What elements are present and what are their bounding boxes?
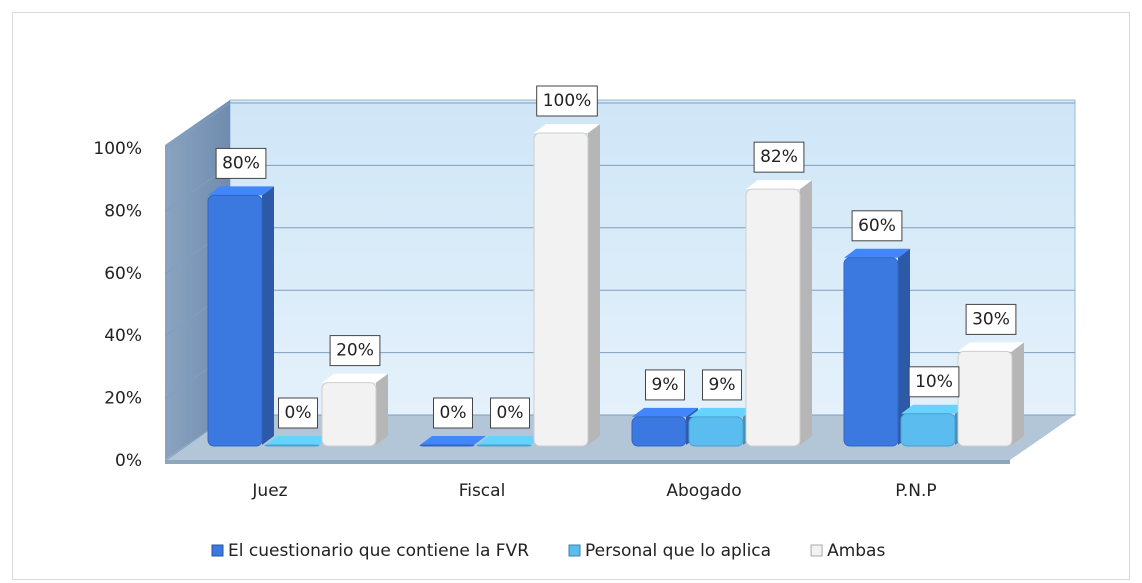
data-label: 20% — [336, 341, 374, 361]
bar-top — [901, 404, 967, 414]
data-label-box — [702, 369, 742, 401]
bar-side — [588, 124, 600, 445]
data-label: 0% — [440, 403, 467, 423]
data-label-box — [329, 335, 381, 367]
data-label-box — [433, 397, 473, 429]
x-tick-label: Juez — [251, 481, 287, 501]
y-tick-label: 60% — [104, 264, 142, 284]
data-label-box — [908, 366, 960, 398]
bar — [264, 444, 320, 447]
bar — [207, 194, 263, 447]
data-label: 10% — [915, 372, 953, 392]
data-label-box — [215, 147, 267, 179]
data-label: 9% — [709, 375, 736, 395]
x-tick-label: Abogado — [666, 481, 741, 501]
bar-side — [800, 180, 812, 445]
legend-marker — [211, 544, 224, 557]
bar — [419, 444, 475, 447]
bar — [957, 350, 1013, 447]
bar — [688, 416, 744, 447]
data-label: 30% — [972, 309, 1010, 329]
data-label: 60% — [858, 216, 896, 236]
floor-edge — [165, 460, 1010, 464]
bar-side — [262, 186, 274, 445]
x-tick-label: P.N.P — [895, 481, 936, 501]
bar — [476, 444, 532, 447]
y-tick-label: 80% — [104, 201, 142, 221]
legend-label: Personal que lo aplica — [585, 541, 771, 561]
legend-marker — [568, 544, 581, 557]
bar-top — [477, 436, 543, 445]
bar-top — [746, 180, 812, 190]
bar-side — [376, 373, 388, 445]
data-label-box — [536, 85, 598, 117]
y-tick-label: 20% — [104, 389, 142, 409]
data-label: 0% — [497, 403, 524, 423]
bar-top — [322, 373, 388, 383]
grid-line — [164, 102, 231, 150]
bar-top — [844, 248, 910, 258]
bar — [745, 188, 801, 447]
data-label: 82% — [760, 147, 798, 167]
y-tick-label: 40% — [104, 326, 142, 346]
bar — [631, 416, 687, 447]
bar-top — [534, 124, 600, 133]
bar — [321, 382, 377, 447]
data-label-box — [965, 303, 1017, 335]
data-label-box — [851, 210, 903, 242]
legend-marker — [810, 544, 823, 557]
y-tick-label: 100% — [93, 139, 142, 159]
y-tick-label: 0% — [115, 451, 142, 471]
data-label-box — [753, 141, 805, 173]
bar-side — [1012, 342, 1024, 445]
x-tick-label: Fiscal — [459, 481, 506, 501]
data-label: 9% — [652, 375, 679, 395]
data-label: 100% — [543, 91, 592, 111]
bar — [900, 413, 956, 447]
bar — [533, 132, 589, 447]
bar-top — [208, 186, 274, 196]
data-label: 80% — [222, 153, 260, 173]
bar-top — [632, 407, 698, 417]
data-label: 0% — [285, 403, 312, 423]
data-label-box — [645, 369, 685, 401]
legend-label: Ambas — [827, 541, 885, 561]
bar-side — [898, 248, 910, 445]
bar-top — [958, 342, 1024, 352]
bar-top — [265, 436, 331, 445]
legend-label: El cuestionario que contiene la FVR — [228, 541, 529, 561]
bar-top — [689, 407, 755, 417]
bar — [843, 257, 899, 447]
bar-top — [420, 436, 486, 445]
data-label-box — [490, 397, 530, 429]
data-label-box — [278, 397, 318, 429]
